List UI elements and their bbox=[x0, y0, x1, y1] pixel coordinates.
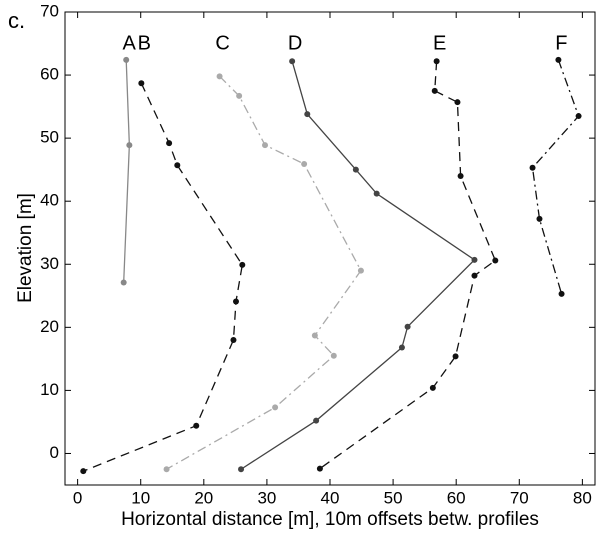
data-point bbox=[575, 113, 582, 120]
data-point bbox=[330, 352, 337, 359]
series-label: E bbox=[433, 32, 446, 54]
data-point bbox=[471, 256, 478, 263]
data-point bbox=[166, 140, 173, 147]
data-point bbox=[289, 58, 296, 65]
data-point bbox=[262, 142, 269, 149]
data-point bbox=[301, 160, 308, 167]
data-point bbox=[492, 257, 499, 264]
series-label: A bbox=[123, 32, 137, 54]
data-point bbox=[216, 73, 223, 80]
data-point bbox=[123, 56, 130, 63]
plot-frame bbox=[64, 11, 596, 486]
series-label: B bbox=[138, 32, 151, 54]
data-point bbox=[126, 142, 133, 149]
data-point bbox=[452, 353, 459, 360]
y-tick-label: 50 bbox=[40, 128, 59, 147]
x-tick-label: 70 bbox=[510, 488, 529, 507]
series-line bbox=[319, 61, 497, 470]
data-point bbox=[238, 466, 245, 473]
data-point bbox=[163, 466, 170, 473]
data-point bbox=[373, 190, 380, 197]
data-point bbox=[236, 92, 243, 99]
x-tick-label: 10 bbox=[131, 488, 150, 507]
data-point bbox=[555, 56, 562, 63]
x-tick-label: 30 bbox=[257, 488, 276, 507]
series-line bbox=[123, 59, 131, 283]
series-line bbox=[531, 59, 580, 295]
y-tick-label: 70 bbox=[40, 1, 59, 20]
y-axis-label: Elevation [m] bbox=[15, 193, 36, 303]
data-point bbox=[313, 417, 320, 424]
data-point bbox=[433, 58, 440, 65]
series-line bbox=[83, 82, 243, 472]
data-point bbox=[232, 298, 239, 305]
y-tick-label: 30 bbox=[40, 254, 59, 273]
x-tick-label: 60 bbox=[447, 488, 466, 507]
data-point bbox=[529, 164, 536, 171]
data-point bbox=[536, 215, 543, 222]
data-point bbox=[138, 80, 145, 87]
data-point bbox=[193, 422, 200, 429]
data-point bbox=[558, 290, 565, 297]
data-point bbox=[457, 172, 464, 179]
series-label: F bbox=[555, 32, 567, 54]
data-point bbox=[404, 323, 411, 330]
data-point bbox=[230, 336, 237, 343]
y-tick-label: 60 bbox=[40, 65, 59, 84]
series-line bbox=[166, 75, 362, 470]
data-point bbox=[429, 384, 436, 391]
y-tick-label: 40 bbox=[40, 191, 59, 210]
data-point bbox=[80, 468, 87, 475]
x-axis-label: Horizontal distance [m], 10m offsets bet… bbox=[121, 509, 539, 530]
series-label: D bbox=[288, 32, 302, 54]
data-point bbox=[272, 404, 279, 411]
data-point bbox=[174, 162, 181, 169]
x-tick-label: 20 bbox=[194, 488, 213, 507]
y-tick-label: 10 bbox=[40, 380, 59, 399]
panel-label: c. bbox=[8, 8, 25, 33]
x-tick-label: 40 bbox=[321, 488, 340, 507]
data-point bbox=[239, 261, 246, 268]
data-point bbox=[304, 111, 311, 118]
y-tick-label: 20 bbox=[40, 317, 59, 336]
data-point bbox=[311, 332, 318, 339]
y-tick-label: 0 bbox=[50, 443, 59, 462]
data-point bbox=[398, 344, 405, 351]
data-point bbox=[120, 279, 127, 286]
data-point bbox=[431, 87, 438, 94]
series-label: C bbox=[215, 32, 229, 54]
x-tick-label: 0 bbox=[73, 488, 82, 507]
x-tick-label: 50 bbox=[384, 488, 403, 507]
data-point bbox=[316, 465, 323, 472]
data-point bbox=[357, 267, 364, 274]
data-point bbox=[352, 166, 359, 173]
data-point bbox=[454, 99, 461, 106]
data-point bbox=[471, 272, 478, 279]
x-tick-label: 80 bbox=[573, 488, 592, 507]
